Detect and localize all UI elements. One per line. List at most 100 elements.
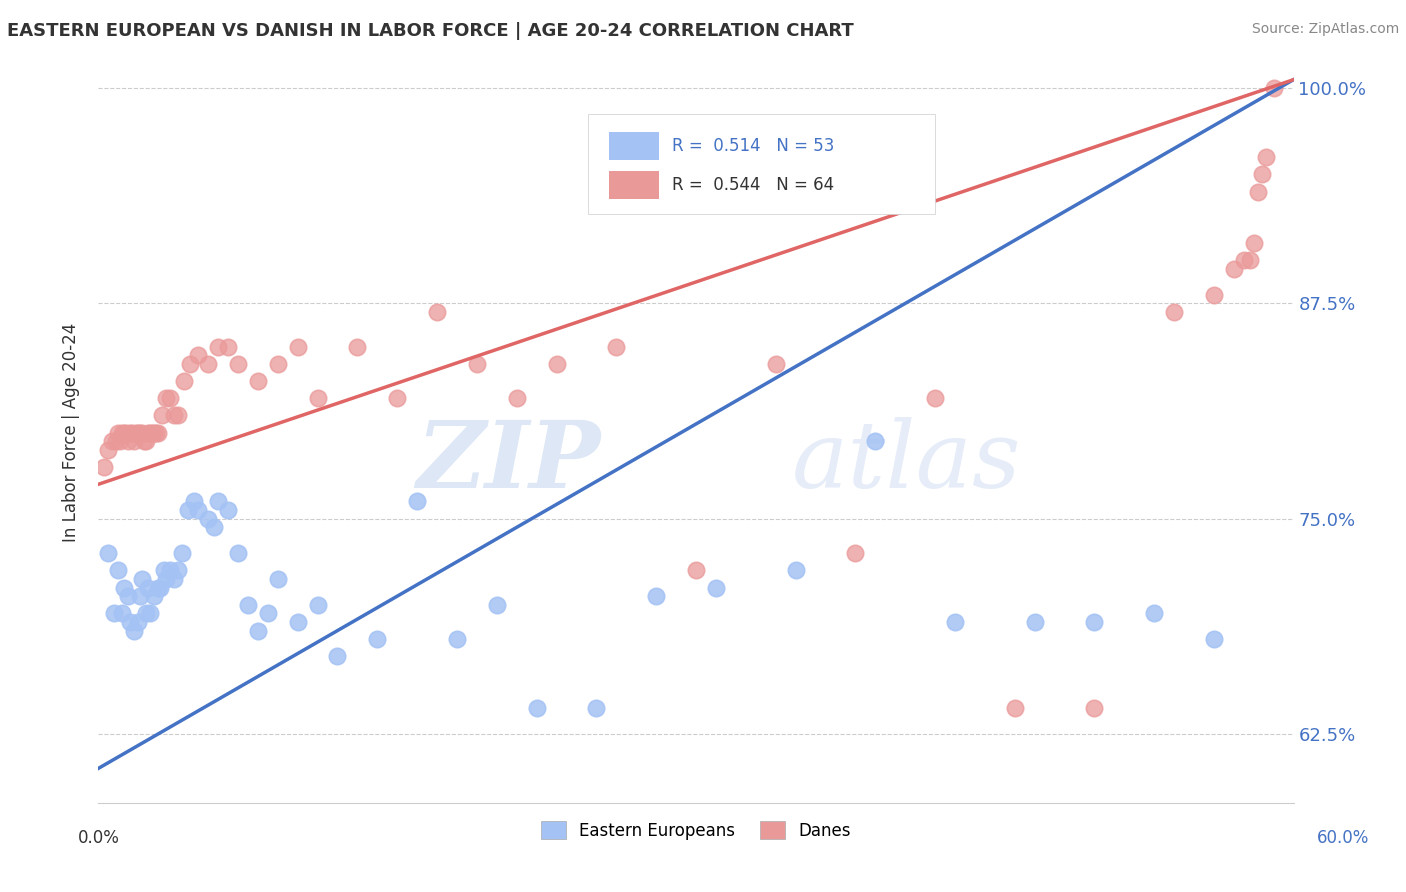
Point [865,434,887,449]
Point [149,581,172,595]
Point [105,434,128,449]
Point [112,581,135,595]
Point [256,607,278,621]
Point [207,339,229,353]
Text: Source: ZipAtlas.com: Source: ZipAtlas.com [1251,22,1399,37]
Point [103,607,125,621]
Point [217,503,239,517]
Point [307,598,329,612]
Point [1083,701,1105,715]
FancyBboxPatch shape [589,114,935,214]
Point [111,425,134,440]
Point [117,589,139,603]
Point [143,589,166,603]
Point [136,581,159,595]
Point [115,425,138,440]
Point [1223,262,1246,277]
Point [246,624,269,638]
Point [101,434,124,449]
Text: 60.0%: 60.0% [1316,829,1369,847]
Point [172,546,194,560]
Point [124,624,146,638]
Point [1254,150,1277,164]
Point [1202,632,1225,647]
Point [120,615,142,629]
Point [107,563,129,577]
Point [385,391,409,405]
Text: ZIP: ZIP [416,417,600,508]
Point [704,581,727,595]
Point [1233,253,1256,268]
Point [145,425,167,440]
Point [112,425,135,440]
Point [121,425,143,440]
Point [173,374,195,388]
Point [197,357,219,371]
Point [526,701,548,715]
Point [159,563,181,577]
Point [585,701,607,715]
Point [546,357,568,371]
Point [366,632,388,647]
Point [645,589,668,603]
FancyBboxPatch shape [609,132,659,161]
Point [287,615,309,629]
Point [167,563,190,577]
Point [177,503,200,517]
Point [1024,615,1046,629]
Point [1004,701,1026,715]
Point [465,357,488,371]
Point [267,572,290,586]
Point [197,512,219,526]
Point [287,339,309,353]
Point [1202,288,1225,302]
Point [141,425,163,440]
Point [207,494,229,508]
Text: EASTERN EUROPEAN VS DANISH IN LABOR FORCE | AGE 20-24 CORRELATION CHART: EASTERN EUROPEAN VS DANISH IN LABOR FORC… [7,22,853,40]
Point [685,563,707,577]
Point [406,494,429,508]
Text: R =  0.544   N = 64: R = 0.544 N = 64 [672,177,834,194]
Point [155,391,177,405]
Point [97,546,120,560]
Point [131,572,153,586]
Point [143,425,166,440]
Point [134,434,156,449]
Point [844,546,866,560]
Point [226,357,249,371]
Point [110,434,132,449]
Point [167,409,190,423]
Point [139,607,162,621]
Point [136,425,159,440]
Point [159,391,181,405]
Point [1250,167,1272,181]
Point [1263,81,1285,95]
Point [117,434,139,449]
Point [111,607,134,621]
Point [1163,305,1185,319]
Point [153,563,176,577]
Text: 0.0%: 0.0% [77,829,120,847]
Point [1243,236,1265,251]
Point [127,615,149,629]
Point [120,425,142,440]
Point [139,425,162,440]
Point [107,425,129,440]
Point [307,391,329,405]
Point [125,425,148,440]
Point [183,494,205,508]
Point [765,357,787,371]
Point [129,425,152,440]
Point [202,520,225,534]
Point [1143,607,1166,621]
Point [426,305,449,319]
Text: R =  0.514   N = 53: R = 0.514 N = 53 [672,137,834,155]
Point [246,374,269,388]
Point [506,391,529,405]
Point [187,348,209,362]
Point [131,425,153,440]
Point [135,434,157,449]
Point [1083,615,1105,629]
Point [1239,253,1261,268]
Point [127,425,149,440]
